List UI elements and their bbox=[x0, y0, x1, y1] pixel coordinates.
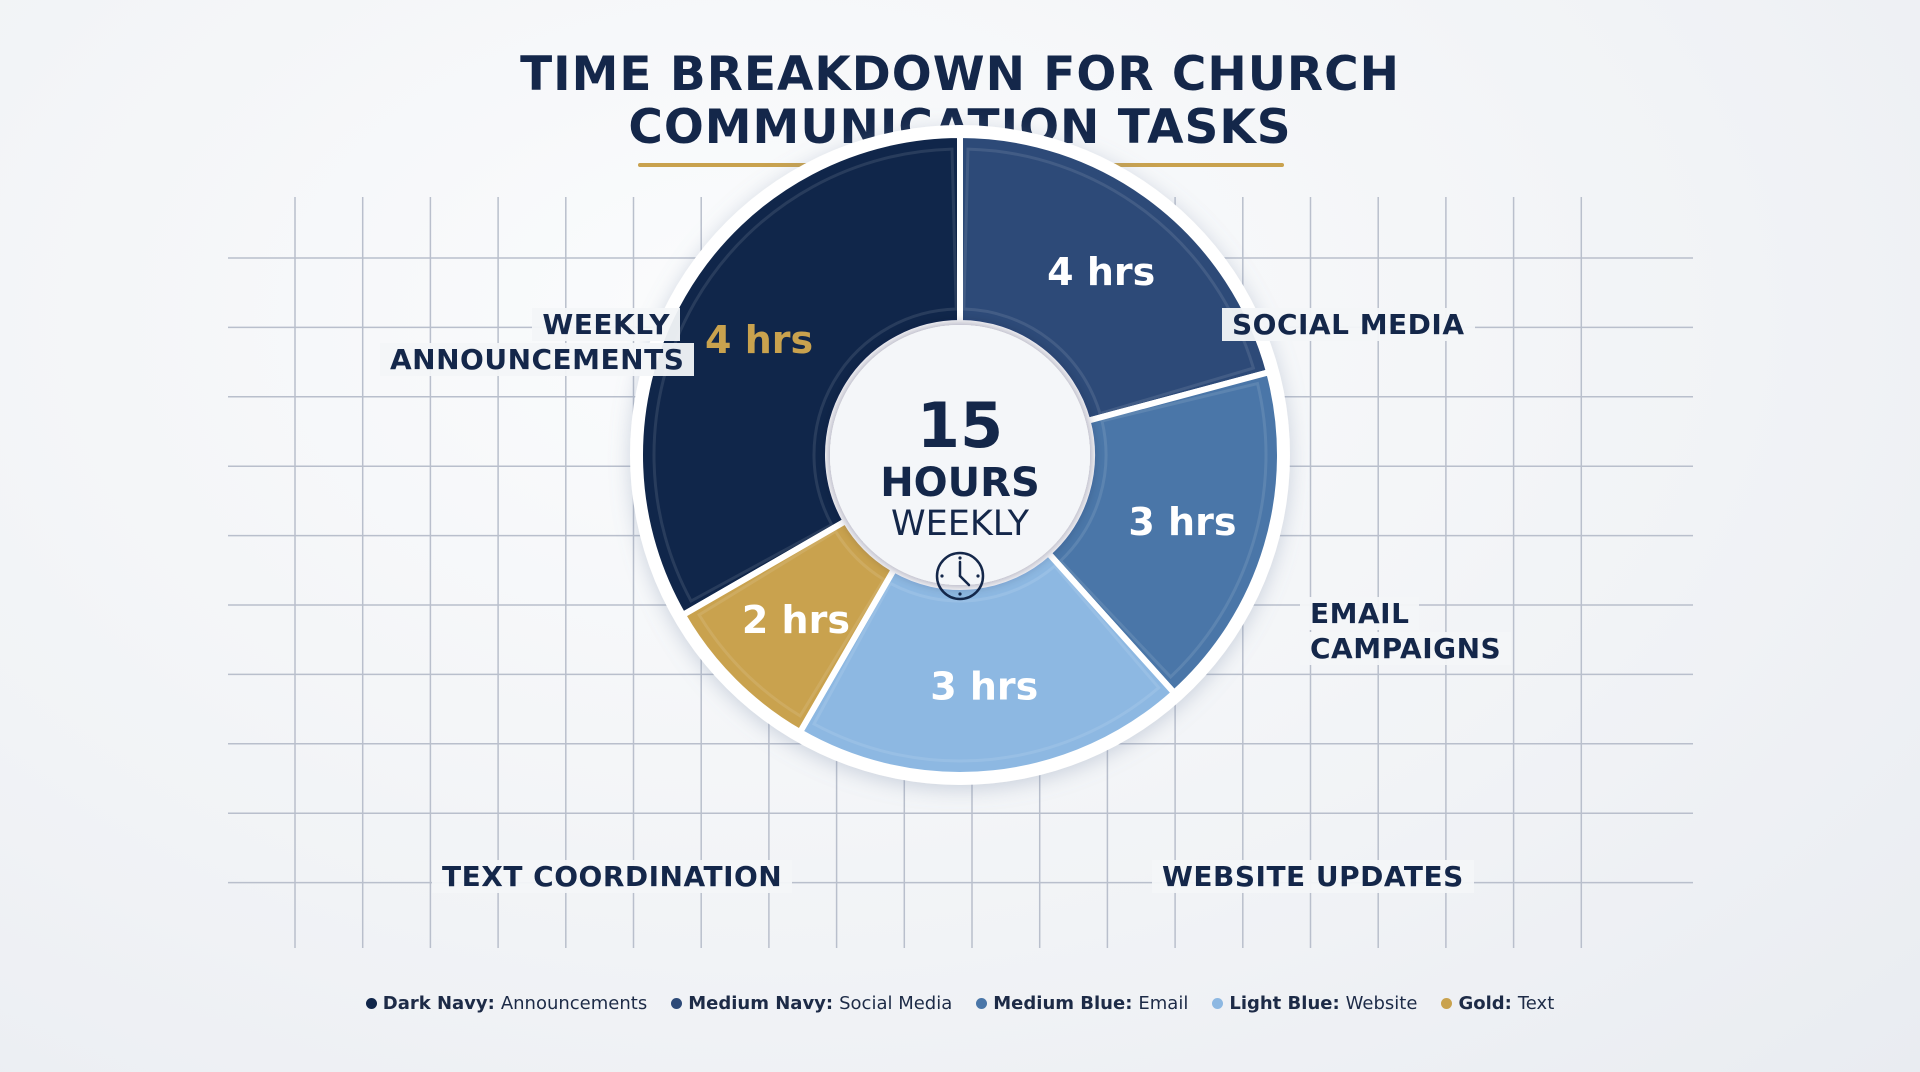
legend-value: Text bbox=[1517, 993, 1555, 1014]
legend-value: Announcements bbox=[500, 993, 648, 1014]
callout-text: EMAIL bbox=[1300, 597, 1420, 630]
legend-value: Social Media bbox=[839, 993, 953, 1014]
callout-weekly-announcements: WEEKLY ANNOUNCEMENTS bbox=[380, 307, 695, 377]
legend-swatch-icon bbox=[976, 998, 988, 1009]
legend-swatch-icon bbox=[1441, 998, 1453, 1009]
legend-item: Medium Blue: Email bbox=[976, 993, 1188, 1014]
callout-text: ANNOUNCEMENTS bbox=[380, 343, 695, 376]
slice-value-label: 4 hrs bbox=[705, 318, 813, 362]
legend-key: Light Blue: bbox=[1229, 993, 1340, 1014]
callout-social-media: SOCIAL MEDIA bbox=[1222, 307, 1522, 342]
callout-text: SOCIAL MEDIA bbox=[1222, 308, 1475, 341]
pie-slice-website-updates[interactable]: 3 hrs bbox=[797, 550, 1178, 778]
legend-item: Gold: Text bbox=[1441, 993, 1554, 1014]
legend-key: Medium Blue: bbox=[993, 993, 1133, 1014]
pie-slice-email-campaigns[interactable]: 3 hrs bbox=[1045, 369, 1283, 696]
chart-title-line1: TIME BREAKDOWN FOR CHURCH bbox=[520, 47, 1400, 102]
legend-item: Dark Navy: Announcements bbox=[365, 993, 648, 1014]
callout-text: CAMPAIGNS bbox=[1300, 632, 1512, 665]
callout-website-updates: WEBSITE UPDATES bbox=[1152, 859, 1474, 894]
center-period: WEEKLY bbox=[891, 504, 1030, 544]
legend: Dark Navy: Announcements Medium Navy: Socia… bbox=[0, 993, 1920, 1014]
legend-item: Medium Navy: Social Media bbox=[671, 993, 952, 1014]
legend-swatch-icon bbox=[1212, 998, 1224, 1009]
center-total: 15 bbox=[917, 389, 1003, 462]
legend-key: Medium Navy: bbox=[688, 993, 834, 1014]
callout-text: WEEKLY bbox=[532, 308, 680, 341]
slice-value-label: 3 hrs bbox=[930, 665, 1038, 709]
legend-key: Gold: bbox=[1458, 993, 1512, 1014]
pie-slice-weekly-announcements[interactable]: 4 hrs bbox=[637, 132, 963, 618]
callout-text-coordination: TEXT COORDINATION bbox=[432, 859, 793, 894]
slice-value-label: 2 hrs bbox=[742, 598, 850, 642]
clock-icon bbox=[935, 551, 985, 601]
callout-email-campaigns: EMAIL CAMPAIGNS bbox=[1300, 596, 1600, 666]
legend-value: Email bbox=[1138, 993, 1189, 1014]
center-unit: HOURS bbox=[880, 460, 1040, 506]
legend-key: Dark Navy: bbox=[382, 993, 495, 1014]
slice-value-label: 3 hrs bbox=[1128, 500, 1236, 544]
legend-swatch-icon bbox=[365, 998, 377, 1009]
legend-swatch-icon bbox=[671, 998, 683, 1009]
callout-text: TEXT COORDINATION bbox=[432, 860, 793, 893]
legend-value: Website bbox=[1345, 993, 1418, 1014]
slice-value-label: 4 hrs bbox=[1047, 250, 1155, 294]
pie-slice-text-coordination[interactable]: 2 hrs bbox=[679, 518, 897, 736]
legend-item: Light Blue: Website bbox=[1212, 993, 1417, 1014]
callout-text: WEBSITE UPDATES bbox=[1152, 860, 1474, 893]
